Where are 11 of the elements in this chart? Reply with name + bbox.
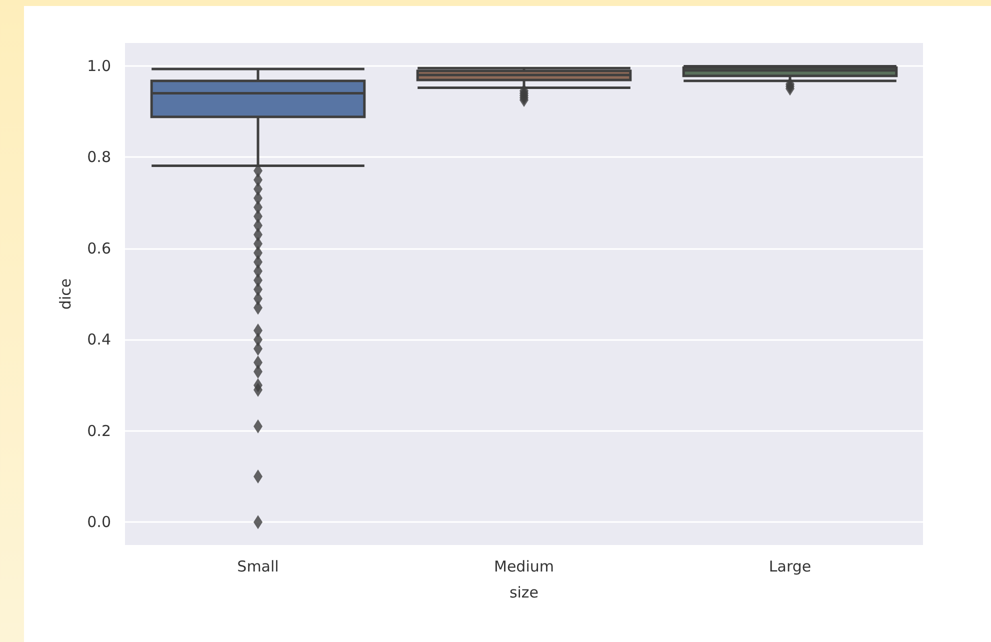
x-tick-label: Large — [768, 558, 812, 576]
y-tick-label: 0.4 — [87, 330, 111, 349]
y-tick-label: 0.6 — [87, 239, 111, 258]
x-tick-label: Medium — [494, 558, 554, 576]
x-axis-title: size — [509, 584, 539, 602]
x-tick-label: Small — [237, 558, 279, 576]
y-tick-label: 1.0 — [87, 56, 111, 75]
y-axis-title: dice — [56, 278, 74, 310]
y-tick-label: 0.8 — [87, 148, 111, 166]
y-tick-label: 0.0 — [87, 513, 111, 532]
y-tick-label: 0.2 — [87, 422, 111, 440]
